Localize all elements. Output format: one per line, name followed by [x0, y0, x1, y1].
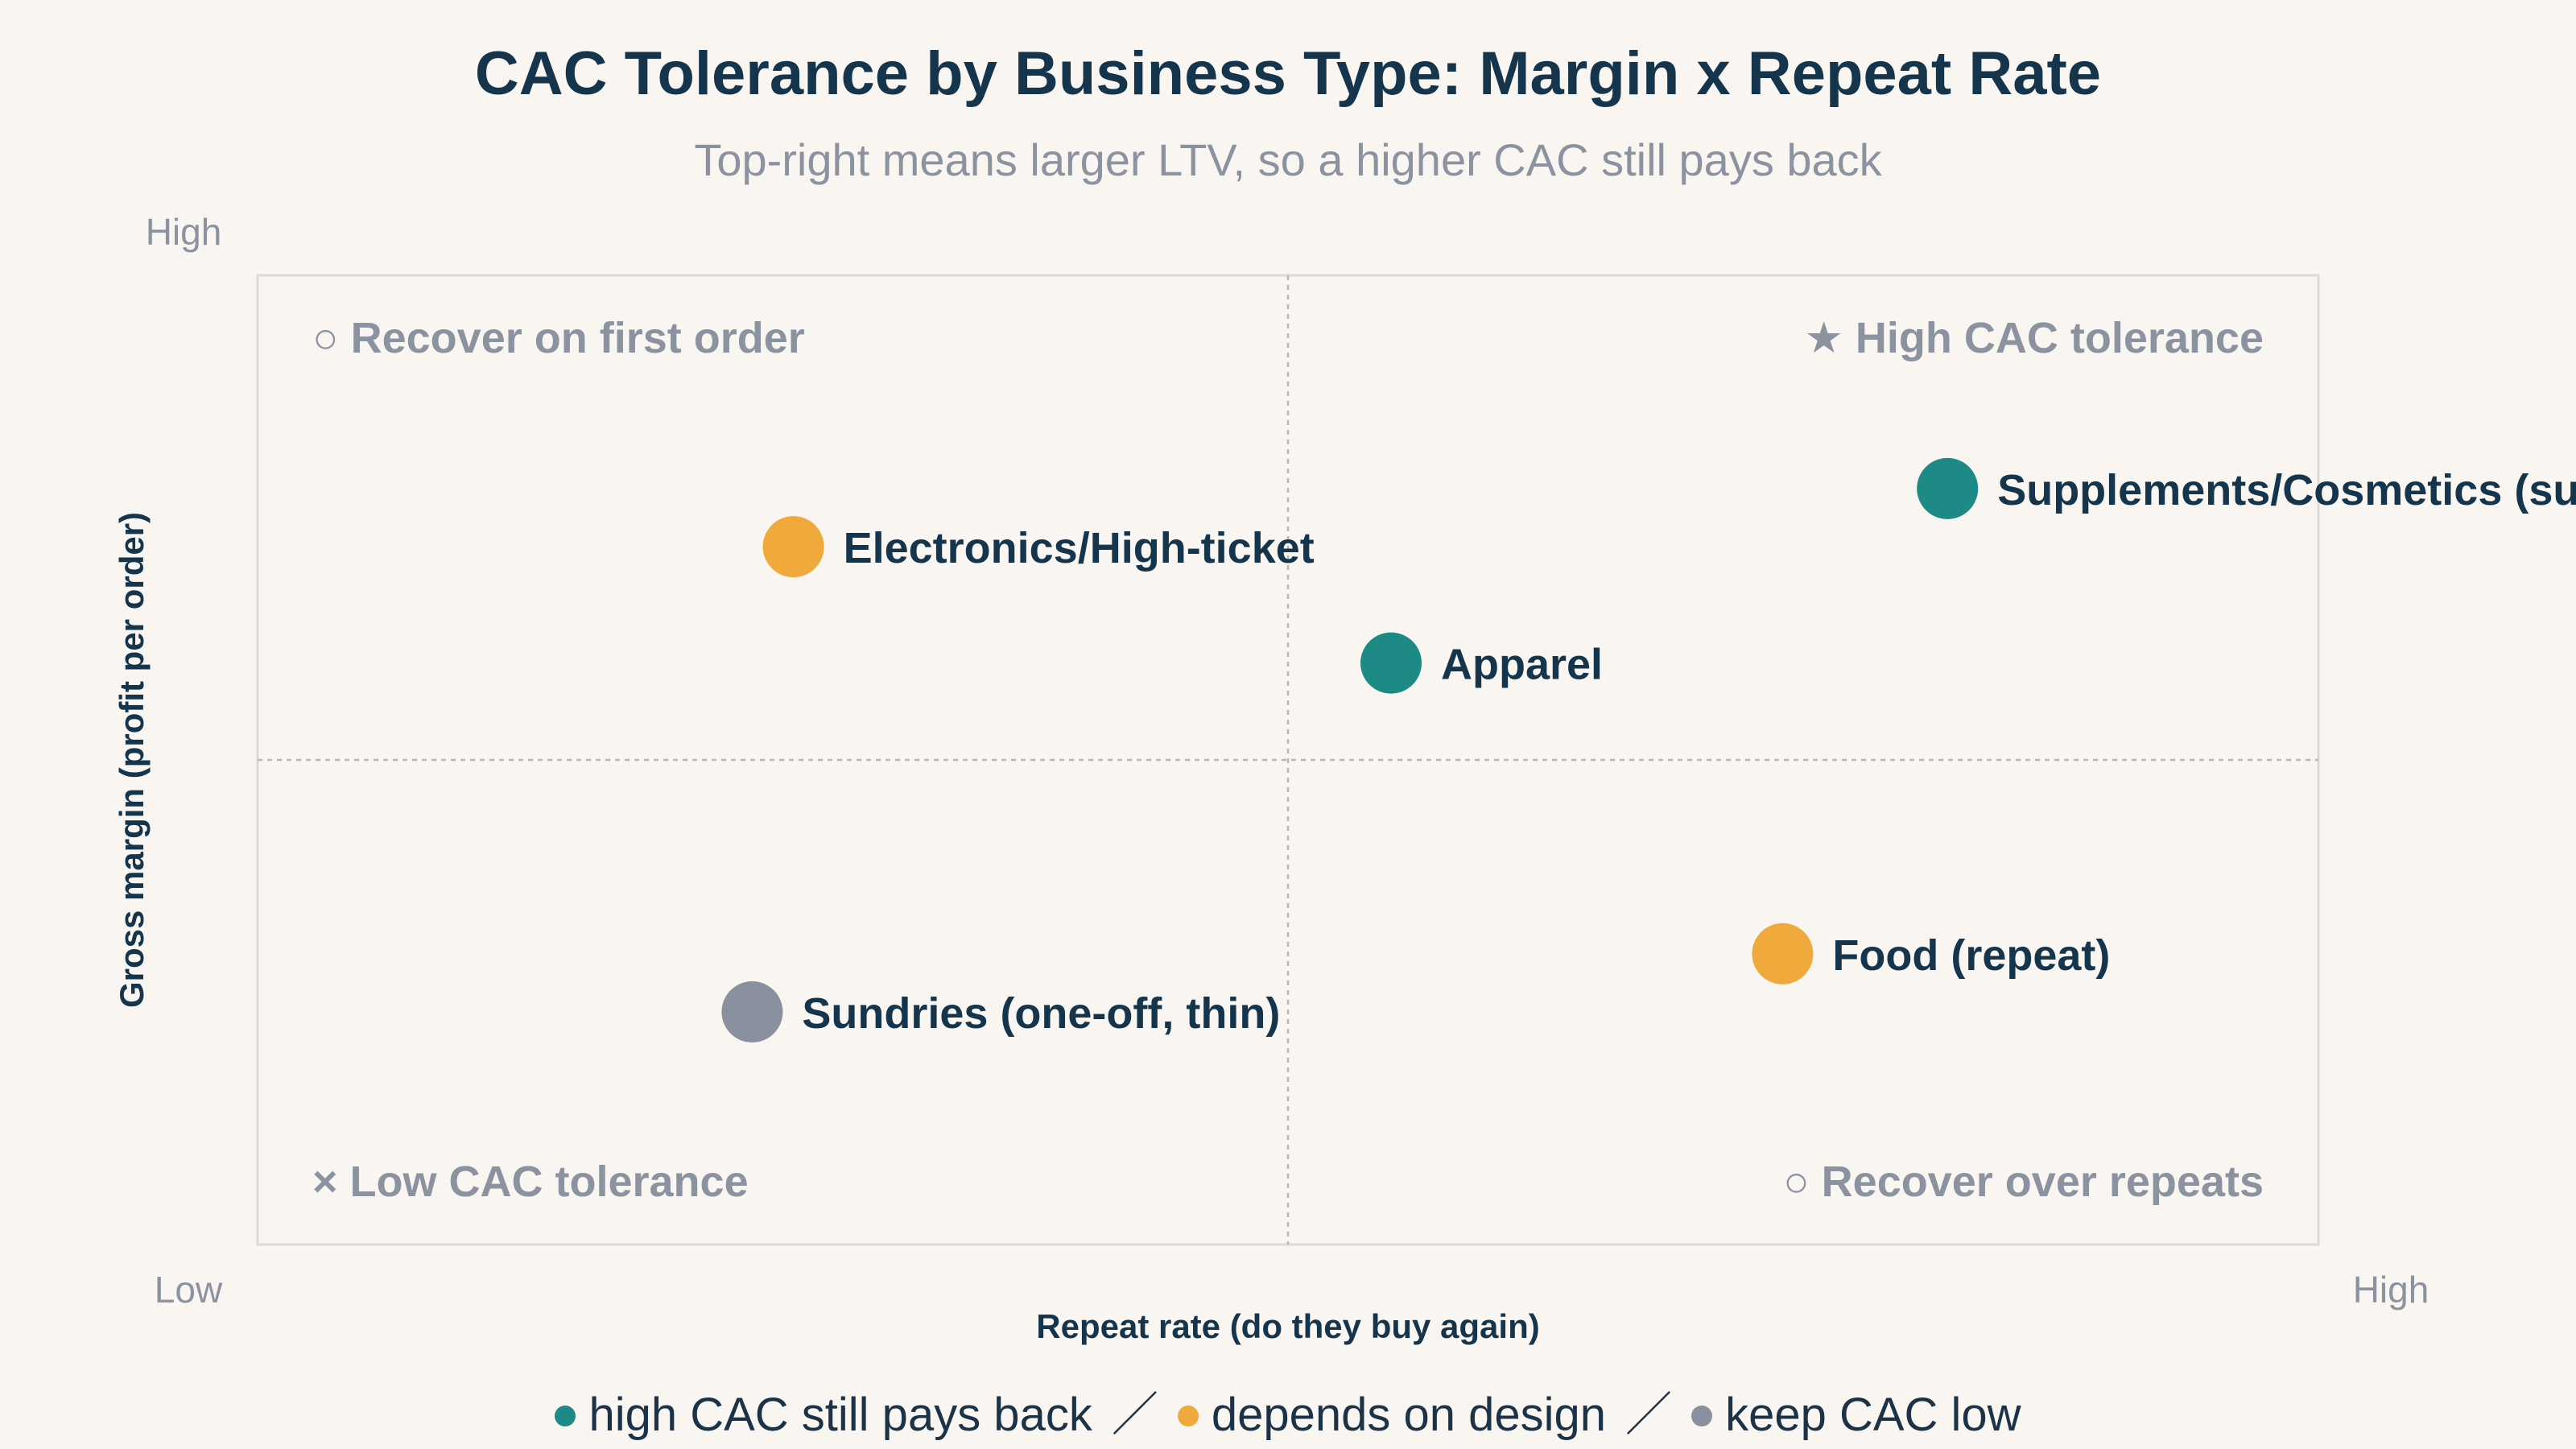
legend-separator: ／ [1625, 1389, 1673, 1441]
quadrant-label-top-left: ○ Recover on first order [312, 314, 805, 362]
quadrant-label-bottom-left: × Low CAC tolerance [312, 1158, 749, 1206]
data-point-label: Supplements/Cosmetics (sub) [1997, 466, 2576, 514]
data-point-label: Sundries (one-off, thin) [802, 989, 1280, 1038]
points-layer: Supplements/Cosmetics (sub) Electronics/H… [721, 457, 2576, 1043]
chart-title: CAC Tolerance by Business Type: Margin x… [474, 39, 2102, 108]
legend-dot-icon [555, 1405, 576, 1426]
legend-label-medium: depends on design [1211, 1389, 1607, 1441]
legend-label-high: high CAC still pays back [588, 1389, 1092, 1441]
legend-label-low: keep CAC low [1725, 1389, 2021, 1441]
legend-item-low: keep CAC low [1691, 1389, 2021, 1441]
data-point [1752, 923, 1814, 985]
legend-separator: ／ [1111, 1389, 1158, 1441]
x-tick-low: Low [155, 1269, 223, 1311]
legend-dot-icon [1691, 1405, 1713, 1426]
legend-dot-icon [1177, 1405, 1199, 1426]
y-axis-label: Gross margin (profit per order) [113, 512, 151, 1008]
data-point-label: Electronics/High-ticket [844, 524, 1315, 572]
chart-subtitle: Top-right means larger LTV, so a higher … [694, 134, 1882, 185]
y-tick-high: High [146, 211, 222, 253]
data-point [762, 516, 824, 578]
data-point [721, 981, 783, 1043]
x-axis-label: Repeat rate (do they buy again) [1036, 1307, 1539, 1345]
data-point-label: Food (repeat) [1832, 931, 2110, 980]
quadrant-label-top-right: ★ High CAC tolerance [1805, 314, 2264, 362]
legend-item-medium: depends on design [1177, 1389, 1607, 1441]
data-point [1360, 632, 1422, 694]
data-point-label: Apparel [1441, 641, 1603, 689]
x-tick-high: High [2353, 1269, 2429, 1311]
data-point [1917, 457, 1979, 519]
legend: high CAC still pays back ／ depends on desi… [0, 1377, 2576, 1444]
quadrant-label-bottom-right: ○ Recover over repeats [1783, 1158, 2264, 1206]
legend-item-high: high CAC still pays back [555, 1389, 1092, 1441]
